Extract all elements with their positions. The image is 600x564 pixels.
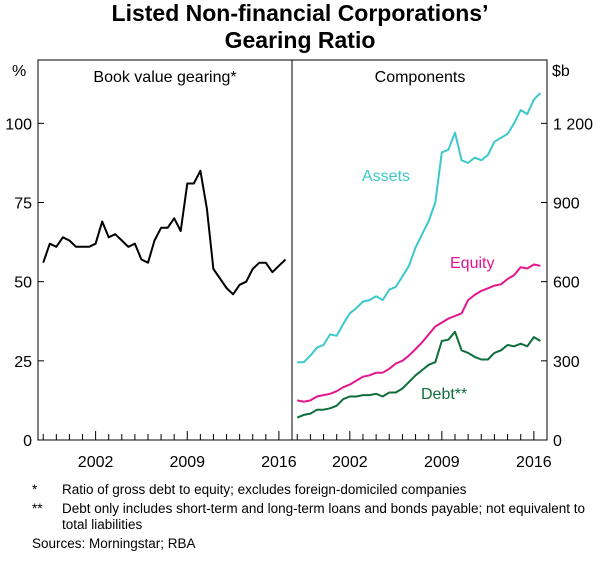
right-y-tick-label: 1 200 bbox=[553, 116, 593, 133]
gearing-chart: % $b Book value gearing* Components Asse… bbox=[5, 59, 593, 471]
assets-label: Assets bbox=[362, 168, 410, 185]
x-tick-label: 2002 bbox=[78, 454, 114, 471]
x-tick-label: 2002 bbox=[332, 454, 368, 471]
footnote-1-symbol: * bbox=[32, 482, 38, 497]
left-y-tick-label: 100 bbox=[5, 116, 32, 133]
x-tick-label: 2009 bbox=[424, 454, 460, 471]
footnote-1: * Ratio of gross debt to equity; exclude… bbox=[32, 482, 592, 498]
gearing-line bbox=[42, 169, 287, 296]
assets-line bbox=[297, 92, 542, 364]
right-y-tick-label: 0 bbox=[553, 433, 562, 450]
x-tick-label: 2016 bbox=[516, 454, 552, 471]
left-y-tick-label: 25 bbox=[14, 354, 32, 371]
equity-line bbox=[297, 263, 541, 403]
footnotes: * Ratio of gross debt to equity; exclude… bbox=[32, 482, 592, 552]
right-panel-title: Components bbox=[375, 69, 466, 86]
left-unit-label: % bbox=[12, 63, 26, 80]
chart-title: Listed Non-financial Corporations’ Geari… bbox=[0, 0, 600, 54]
right-unit-label: $b bbox=[552, 63, 570, 80]
chart-title-line-1: Listed Non-financial Corporations’ bbox=[111, 0, 489, 26]
left-panel-title: Book value gearing* bbox=[93, 69, 236, 86]
x-tick-label: 2009 bbox=[169, 454, 205, 471]
right-y-tick-label: 600 bbox=[553, 275, 580, 292]
left-y-tick-label: 75 bbox=[14, 196, 32, 213]
debt-line bbox=[296, 330, 541, 419]
left-y-tick-label: 0 bbox=[23, 433, 32, 450]
footnote-2-symbol: ** bbox=[32, 501, 43, 516]
x-tick-label: 2016 bbox=[261, 454, 297, 471]
footnote-1-text: Ratio of gross debt to equity; excludes … bbox=[62, 482, 467, 497]
left-y-tick-label: 50 bbox=[14, 275, 32, 292]
chart-title-line-2: Gearing Ratio bbox=[224, 27, 376, 53]
footnote-2: ** Debt only includes short-term and lon… bbox=[32, 501, 592, 533]
debt-label: Debt** bbox=[421, 386, 467, 403]
equity-label: Equity bbox=[450, 255, 494, 272]
sources-line: Sources: Morningstar; RBA bbox=[32, 536, 196, 551]
right-y-tick-label: 300 bbox=[553, 354, 580, 371]
right-y-tick-label: 900 bbox=[553, 196, 580, 213]
footnote-2-text: Debt only includes short-term and long-t… bbox=[62, 501, 586, 532]
